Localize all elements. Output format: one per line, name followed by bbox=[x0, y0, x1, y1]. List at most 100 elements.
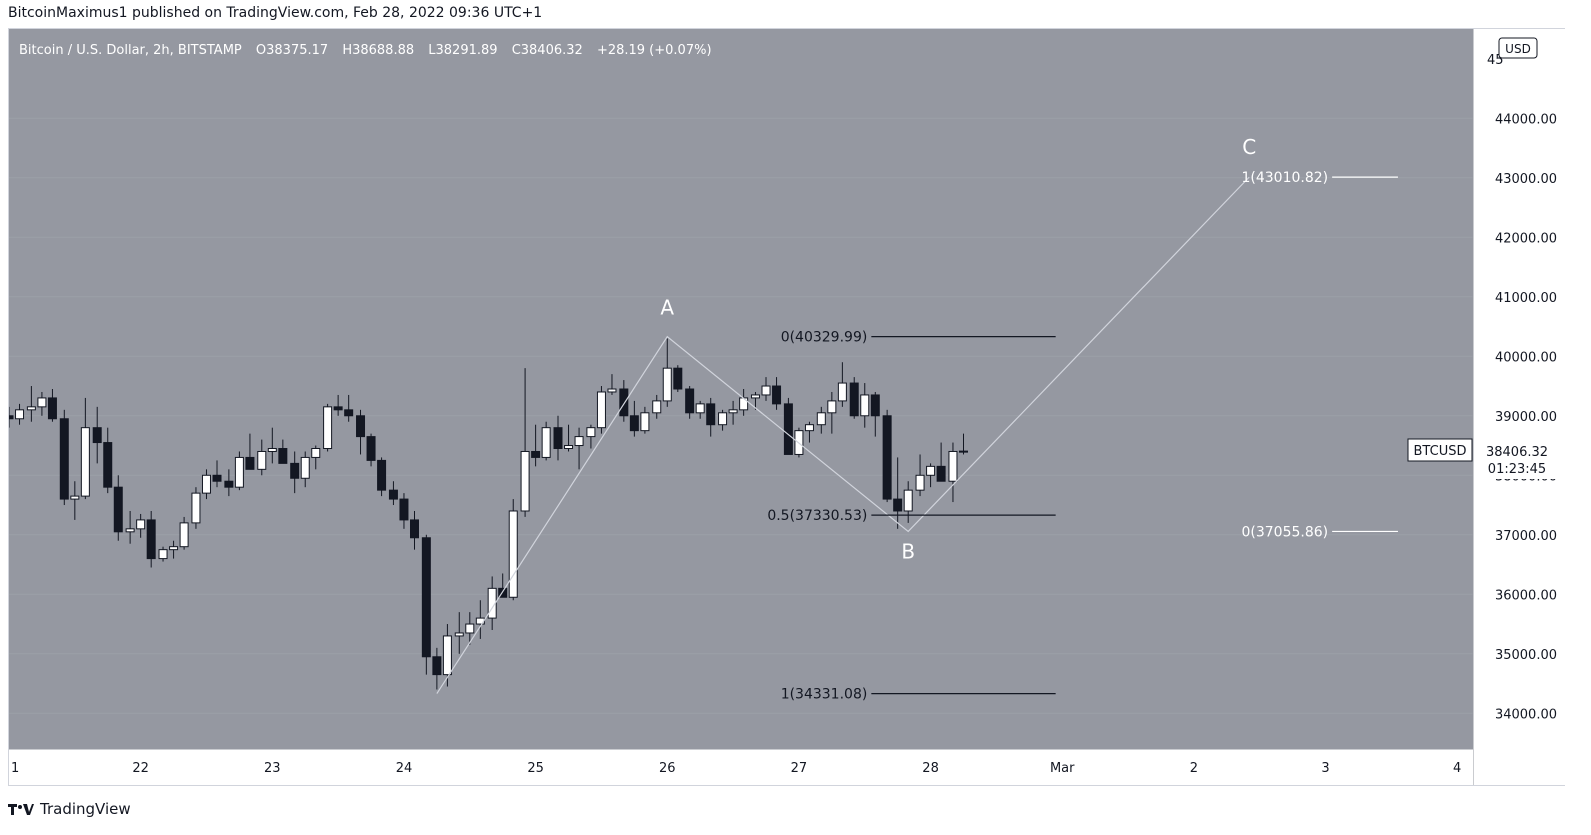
candle-body bbox=[70, 495, 80, 500]
candle bbox=[399, 493, 409, 529]
candle-body bbox=[783, 403, 793, 455]
candle bbox=[113, 475, 123, 541]
currency-badge[interactable] bbox=[1498, 37, 1538, 59]
candle-body bbox=[442, 635, 452, 676]
candle-body bbox=[520, 450, 530, 512]
candle bbox=[750, 391, 760, 410]
symbol-badge[interactable] bbox=[1407, 438, 1473, 462]
candle-body bbox=[903, 489, 913, 512]
y-tick-label: 39000.00 bbox=[1495, 410, 1557, 425]
candle-body bbox=[169, 546, 179, 551]
x-tick-label: 2 bbox=[1190, 761, 1198, 776]
candle bbox=[586, 424, 596, 449]
candle-body bbox=[860, 394, 870, 417]
y-tick-label: 34000.00 bbox=[1495, 707, 1557, 722]
countdown-label: 01:23:45 bbox=[1488, 462, 1546, 477]
tradingview-footer[interactable]: TradingView bbox=[8, 798, 131, 820]
candle-body bbox=[344, 409, 354, 417]
time-axis[interactable]: 1 22 23 24 25 26 27 28 Mar 2 3 4 bbox=[9, 748, 1473, 785]
candle-body bbox=[564, 445, 574, 450]
candle bbox=[9, 406, 14, 428]
candle-body bbox=[92, 427, 102, 444]
candle bbox=[290, 451, 300, 494]
candle-body bbox=[652, 400, 662, 414]
candle-body bbox=[465, 623, 475, 634]
candle bbox=[553, 415, 563, 461]
y-tick-label: 43000.00 bbox=[1495, 172, 1557, 187]
fib-retracement-level-label: 1(34331.08) bbox=[781, 687, 868, 703]
candle-body bbox=[388, 489, 398, 500]
candle bbox=[80, 397, 90, 500]
candle bbox=[47, 389, 57, 422]
candle-body bbox=[103, 442, 113, 488]
candle-body bbox=[454, 632, 464, 637]
candle bbox=[323, 403, 333, 452]
fibonacci-drawings[interactable]: 0(40329.99) 0.5(37330.53) 1(34331.08) 1(430… bbox=[767, 170, 1398, 703]
y-tick-label: 40000.00 bbox=[1495, 350, 1557, 365]
plot-area[interactable] bbox=[9, 29, 1473, 749]
candle bbox=[278, 439, 288, 464]
candle bbox=[257, 439, 267, 476]
tradingview-logo-icon bbox=[8, 804, 34, 815]
candle-body bbox=[158, 549, 168, 560]
price-axis[interactable]: 34000.0035000.0036000.0037000.0038000.00… bbox=[1472, 29, 1565, 785]
candle bbox=[136, 513, 146, 538]
x-tick-label: Mar bbox=[1050, 761, 1075, 776]
candle bbox=[837, 362, 847, 407]
candle-body bbox=[958, 450, 968, 453]
footer-brand: TradingView bbox=[40, 800, 131, 818]
last-price-label: 38406.32 bbox=[1486, 445, 1548, 460]
candle-body bbox=[323, 406, 333, 450]
candle-body bbox=[278, 448, 288, 464]
candle bbox=[366, 433, 376, 467]
candle bbox=[761, 377, 771, 401]
time-axis-bg[interactable] bbox=[9, 749, 1473, 785]
candle-body bbox=[586, 427, 596, 438]
chart-panel[interactable]: A B C 0(40329.99) 0.5(37330.53) 1(34331.08) 1… bbox=[8, 28, 1565, 786]
fib-retracement-level-label: 0(40329.99) bbox=[781, 330, 868, 346]
candle-body bbox=[146, 519, 156, 560]
candle-body bbox=[487, 587, 497, 619]
fib-retracement-level-label: 0.5(37330.53) bbox=[767, 508, 867, 524]
candle-body bbox=[179, 522, 189, 548]
candle bbox=[179, 516, 189, 550]
candle-body bbox=[366, 436, 376, 461]
candle-body bbox=[827, 400, 837, 414]
candle bbox=[520, 368, 530, 517]
candle-body bbox=[728, 409, 738, 414]
candle bbox=[356, 409, 366, 455]
candle-body bbox=[47, 397, 57, 420]
candle bbox=[893, 457, 903, 529]
candle-body bbox=[541, 427, 551, 458]
candle-body bbox=[59, 418, 69, 500]
candle bbox=[333, 394, 343, 416]
candle bbox=[662, 338, 672, 407]
price-chart[interactable]: A B C 0(40329.99) 0.5(37330.53) 1(34331.08) 1… bbox=[9, 29, 1566, 787]
price-axis-bg[interactable] bbox=[1473, 29, 1565, 785]
candle-body bbox=[739, 397, 749, 411]
abc-wave-line[interactable] bbox=[436, 176, 1250, 694]
currency-badge-label: USD bbox=[1505, 42, 1531, 56]
candle bbox=[311, 445, 321, 470]
candle bbox=[827, 391, 837, 434]
candle-body bbox=[300, 456, 310, 479]
y-tick-label: 41000.00 bbox=[1495, 291, 1557, 306]
candle-body bbox=[619, 388, 629, 417]
chart-grid bbox=[9, 117, 1473, 714]
wave-drawing[interactable]: A B C bbox=[436, 135, 1256, 694]
candle bbox=[245, 433, 255, 470]
candle bbox=[541, 421, 551, 461]
x-tick-label: 3 bbox=[1321, 761, 1329, 776]
last-price-marker bbox=[1474, 437, 1562, 479]
candle-body bbox=[356, 415, 366, 438]
candle bbox=[804, 421, 814, 443]
candle-body bbox=[80, 427, 90, 497]
x-tick-label: 1 bbox=[11, 761, 19, 776]
candle-body bbox=[948, 450, 958, 482]
candle bbox=[377, 457, 387, 497]
candle-body bbox=[290, 462, 300, 479]
y-tick-label: 42000.00 bbox=[1495, 231, 1557, 246]
candle bbox=[125, 510, 135, 544]
candle-body bbox=[915, 474, 925, 491]
candle-body bbox=[849, 382, 859, 417]
